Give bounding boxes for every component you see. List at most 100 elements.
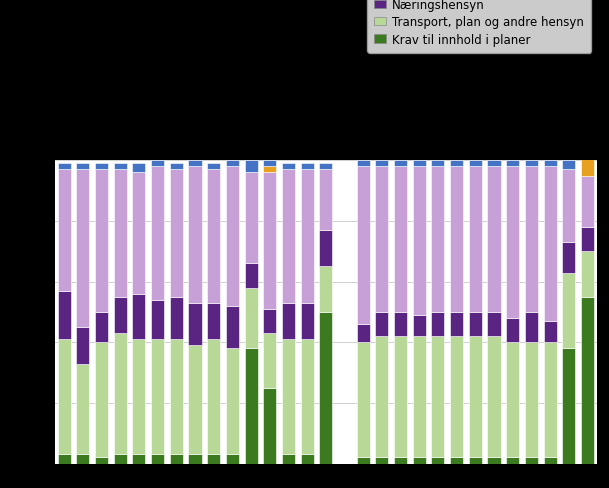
Bar <box>76 364 90 454</box>
Bar <box>58 170 71 291</box>
Bar <box>170 454 183 464</box>
Bar <box>487 167 501 312</box>
Bar <box>562 161 576 170</box>
Bar <box>95 343 108 458</box>
Bar <box>450 337 463 458</box>
Bar <box>244 173 258 264</box>
Bar <box>301 303 314 340</box>
Bar <box>525 343 538 458</box>
Bar <box>581 227 594 252</box>
Bar <box>76 164 90 170</box>
Bar <box>525 312 538 343</box>
Bar <box>394 337 407 458</box>
Bar <box>301 164 314 170</box>
Bar <box>506 458 519 464</box>
Bar <box>431 312 445 337</box>
Bar <box>506 318 519 343</box>
Bar <box>506 161 519 167</box>
Bar <box>413 337 426 458</box>
Bar <box>525 458 538 464</box>
Bar <box>375 458 389 464</box>
Bar <box>375 167 389 312</box>
Bar <box>375 312 389 337</box>
Bar <box>394 167 407 312</box>
Bar <box>450 458 463 464</box>
Bar <box>487 312 501 337</box>
Bar <box>114 297 127 333</box>
Bar <box>562 243 576 273</box>
Bar <box>544 167 557 322</box>
Bar <box>95 170 108 312</box>
Bar <box>95 312 108 343</box>
Bar <box>114 333 127 454</box>
Bar <box>562 348 576 464</box>
Bar <box>226 167 239 306</box>
Bar <box>207 164 220 170</box>
Bar <box>58 454 71 464</box>
Bar <box>114 454 127 464</box>
Bar <box>581 252 594 297</box>
Bar <box>263 333 276 388</box>
Bar <box>226 454 239 464</box>
Bar <box>301 340 314 454</box>
Bar <box>525 161 538 167</box>
Bar <box>581 297 594 464</box>
Bar <box>76 327 90 364</box>
Bar <box>413 458 426 464</box>
Bar <box>357 325 370 343</box>
Bar <box>244 161 258 173</box>
Bar <box>58 340 71 454</box>
Bar <box>413 161 426 167</box>
Bar <box>357 343 370 458</box>
Bar <box>375 161 389 167</box>
Bar <box>188 454 202 464</box>
Bar <box>188 303 202 346</box>
Bar <box>282 303 295 340</box>
Bar <box>562 170 576 243</box>
Bar <box>562 273 576 348</box>
Bar <box>525 167 538 312</box>
Bar <box>226 161 239 167</box>
Bar <box>506 343 519 458</box>
Bar <box>357 167 370 325</box>
Bar <box>244 348 258 464</box>
Bar <box>394 161 407 167</box>
Bar <box>450 167 463 312</box>
Bar <box>487 337 501 458</box>
Bar <box>581 176 594 227</box>
Bar <box>263 173 276 309</box>
Bar <box>114 170 127 297</box>
Bar <box>319 267 333 312</box>
Bar <box>469 161 482 167</box>
Bar <box>544 161 557 167</box>
Bar <box>357 161 370 167</box>
Bar <box>226 306 239 348</box>
Bar <box>207 170 220 303</box>
Bar <box>282 164 295 170</box>
Bar <box>188 167 202 303</box>
Bar <box>188 346 202 454</box>
Bar <box>170 340 183 454</box>
Bar <box>263 388 276 464</box>
Bar <box>394 458 407 464</box>
Bar <box>263 309 276 333</box>
Bar <box>469 312 482 337</box>
Legend: Andre hensyn, Risiko og sårbarhet, Miljøhensyn, Næringshensyn, Transport, plan o: Andre hensyn, Risiko og sårbarhet, Miljø… <box>367 0 591 54</box>
Bar <box>95 458 108 464</box>
Bar <box>151 161 164 167</box>
Bar <box>581 155 594 176</box>
Bar <box>413 167 426 315</box>
Bar <box>244 288 258 348</box>
Bar <box>319 170 333 231</box>
Bar <box>544 322 557 343</box>
Bar <box>58 291 71 340</box>
Bar <box>226 348 239 454</box>
Bar <box>450 312 463 337</box>
Bar <box>170 297 183 340</box>
Bar <box>413 315 426 337</box>
Bar <box>375 337 389 458</box>
Bar <box>431 161 445 167</box>
Bar <box>301 454 314 464</box>
Bar <box>95 164 108 170</box>
Bar <box>170 164 183 170</box>
